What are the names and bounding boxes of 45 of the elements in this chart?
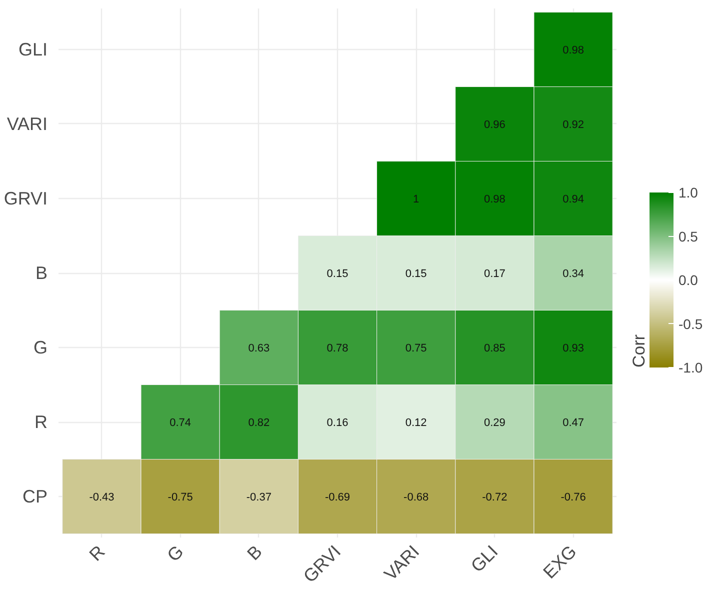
data-label: -0.76 bbox=[560, 492, 586, 504]
data-label: 0.16 bbox=[326, 417, 348, 430]
data-label: 0.34 bbox=[562, 268, 584, 280]
data-label: 0.15 bbox=[326, 268, 348, 280]
data-label: 0.82 bbox=[248, 417, 270, 430]
color-bar-title: Corr bbox=[630, 334, 648, 368]
y-tick-label: VARI bbox=[6, 114, 48, 134]
data-label: 0.12 bbox=[405, 417, 427, 430]
x-tick-label: GLI bbox=[467, 541, 502, 576]
data-label: -0.68 bbox=[404, 492, 429, 504]
data-label: 0.17 bbox=[484, 268, 506, 280]
data-label: 0.93 bbox=[562, 342, 584, 355]
y-tick-label: R bbox=[34, 412, 48, 432]
data-label: 0.98 bbox=[484, 193, 506, 206]
y-tick-label: GRVI bbox=[4, 188, 48, 208]
data-label: 1 bbox=[413, 193, 420, 206]
data-label: -0.72 bbox=[482, 492, 508, 504]
data-label: 0.92 bbox=[562, 118, 584, 131]
color-bar-label: 0.5 bbox=[678, 228, 698, 244]
data-label: 0.94 bbox=[562, 193, 584, 206]
data-label: 0.63 bbox=[248, 342, 270, 355]
x-tick-label: B bbox=[243, 541, 266, 564]
data-label: 0.98 bbox=[562, 44, 584, 56]
data-label: 0.29 bbox=[484, 417, 506, 430]
data-label: 0.15 bbox=[405, 268, 427, 280]
y-tick-label: B bbox=[35, 263, 48, 283]
data-label: -0.69 bbox=[324, 492, 350, 504]
y-tick-label: CP bbox=[22, 486, 48, 507]
color-bar-label: -1.0 bbox=[678, 360, 703, 376]
data-label: -0.43 bbox=[89, 492, 114, 504]
x-tick-label: G bbox=[163, 541, 188, 566]
y-tick-label: G bbox=[34, 338, 48, 358]
data-label: 0.75 bbox=[405, 342, 427, 355]
data-label: 0.78 bbox=[326, 342, 348, 355]
x-tick-label: R bbox=[85, 541, 109, 565]
data-label: 0.47 bbox=[562, 417, 584, 430]
color-bar-label: -0.5 bbox=[678, 316, 703, 332]
color-bar-label: 0.0 bbox=[678, 272, 698, 288]
color-bar-label: 1.0 bbox=[678, 184, 698, 200]
data-label: 0.96 bbox=[484, 118, 506, 131]
data-label: 0.74 bbox=[170, 417, 192, 430]
y-tick-label: GLI bbox=[18, 39, 48, 60]
data-label: -0.75 bbox=[168, 492, 193, 504]
data-label: -0.37 bbox=[246, 492, 272, 504]
data-label: 0.85 bbox=[484, 342, 506, 355]
